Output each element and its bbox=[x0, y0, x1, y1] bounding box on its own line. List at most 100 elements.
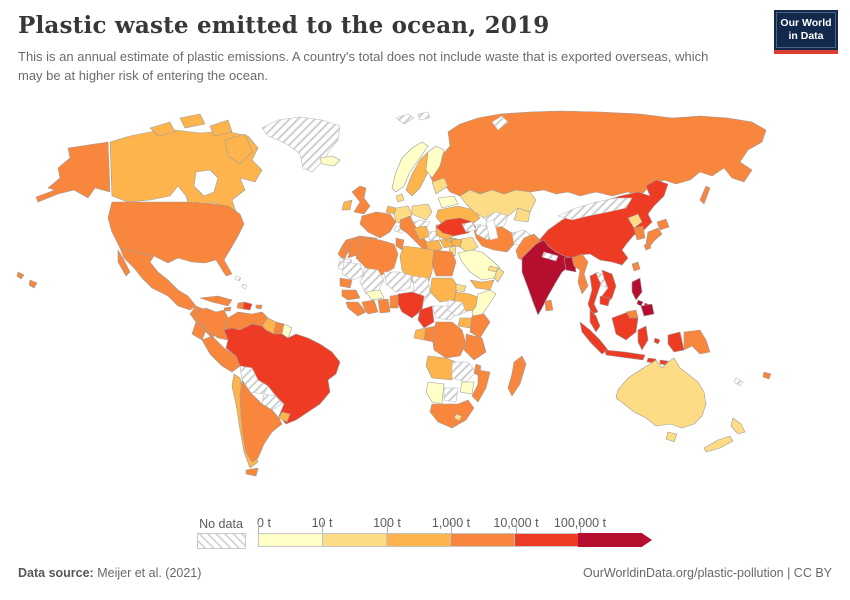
country-hokkaido[interactable] bbox=[656, 218, 670, 231]
country-mozambique[interactable] bbox=[471, 369, 491, 403]
country-france[interactable] bbox=[359, 211, 397, 239]
country-zimbabwe[interactable] bbox=[459, 381, 475, 395]
country-south-korea[interactable] bbox=[633, 225, 646, 241]
country-canada[interactable] bbox=[109, 129, 263, 213]
legend-bin-4[interactable] bbox=[450, 533, 514, 547]
country-russia[interactable] bbox=[429, 110, 767, 197]
country-finland[interactable] bbox=[425, 145, 445, 179]
country-arctic-island-1[interactable] bbox=[149, 121, 176, 137]
country-cuba[interactable] bbox=[199, 295, 233, 307]
country-novaya-zemlya[interactable] bbox=[491, 115, 509, 131]
country-cameroon[interactable] bbox=[417, 305, 435, 329]
country-yemen[interactable] bbox=[469, 279, 495, 291]
country-australia[interactable] bbox=[615, 357, 707, 429]
country-senegal[interactable] bbox=[339, 277, 353, 289]
owid-logo[interactable]: Our World in Data bbox=[774, 10, 838, 54]
country-baltics[interactable] bbox=[431, 177, 449, 195]
country-uae-qatar[interactable] bbox=[487, 265, 499, 273]
country-arctic-island-3[interactable] bbox=[209, 119, 233, 137]
country-ireland[interactable] bbox=[341, 199, 353, 211]
country-nigeria[interactable] bbox=[397, 291, 425, 319]
country-svalbard-2[interactable] bbox=[417, 111, 431, 121]
country-kyushu[interactable] bbox=[643, 242, 652, 251]
country-argentina[interactable] bbox=[239, 379, 283, 463]
country-arctic-island-2[interactable] bbox=[179, 113, 206, 129]
country-uganda[interactable] bbox=[457, 317, 473, 329]
country-papua-new-guinea[interactable] bbox=[683, 329, 711, 355]
country-burkina-faso[interactable] bbox=[365, 289, 385, 301]
owid-cc-link[interactable]: OurWorldinData.org/plastic-pollution | C… bbox=[583, 566, 832, 580]
country-new-zealand-south[interactable] bbox=[703, 435, 734, 453]
country-north-korea[interactable] bbox=[627, 213, 643, 229]
country-saudi-arabia[interactable] bbox=[457, 249, 501, 281]
country-baffin[interactable] bbox=[224, 133, 253, 165]
country-sumatra[interactable] bbox=[579, 321, 609, 355]
country-uk[interactable] bbox=[351, 185, 371, 215]
country-madagascar[interactable] bbox=[507, 355, 527, 397]
country-puerto-rico[interactable] bbox=[255, 304, 263, 310]
country-mongolia[interactable] bbox=[557, 197, 633, 221]
country-poland[interactable] bbox=[411, 203, 433, 221]
country-usa[interactable] bbox=[107, 201, 245, 277]
country-belarus[interactable] bbox=[437, 195, 459, 209]
country-honshu[interactable] bbox=[645, 227, 663, 247]
country-malay-peninsula[interactable] bbox=[589, 309, 601, 333]
country-visayas-1[interactable] bbox=[636, 299, 644, 307]
legend-bin-3[interactable] bbox=[386, 533, 450, 547]
country-fiji[interactable] bbox=[762, 371, 772, 380]
country-mauritania[interactable] bbox=[341, 261, 365, 281]
country-kazakhstan[interactable] bbox=[459, 189, 537, 219]
country-ghana[interactable] bbox=[377, 298, 391, 314]
country-sulawesi[interactable] bbox=[637, 325, 649, 351]
legend-bin-6-arrow[interactable] bbox=[578, 533, 652, 547]
country-south-africa[interactable] bbox=[429, 399, 475, 429]
country-ivory-coast[interactable] bbox=[361, 299, 379, 315]
country-sakhalin[interactable] bbox=[699, 185, 711, 205]
country-iceland[interactable] bbox=[319, 155, 341, 167]
country-new-caledonia[interactable] bbox=[733, 377, 744, 387]
country-tanzania[interactable] bbox=[463, 333, 487, 361]
country-taiwan[interactable] bbox=[631, 261, 641, 272]
country-tasmania[interactable] bbox=[665, 431, 678, 443]
country-luzon[interactable] bbox=[631, 277, 643, 301]
country-dominican-republic[interactable] bbox=[242, 301, 253, 311]
country-drc[interactable] bbox=[431, 321, 467, 359]
country-bahamas[interactable] bbox=[234, 275, 248, 290]
no-data-swatch[interactable] bbox=[197, 533, 246, 549]
country-sierra-leone-liberia[interactable] bbox=[345, 301, 367, 317]
country-caucasus[interactable] bbox=[461, 221, 477, 233]
country-kenya[interactable] bbox=[469, 313, 491, 339]
legend-bin-2[interactable] bbox=[322, 533, 386, 547]
legend-bin-1[interactable] bbox=[258, 533, 322, 547]
country-denmark[interactable] bbox=[395, 193, 405, 203]
country-namibia[interactable] bbox=[425, 381, 445, 405]
country-oman[interactable] bbox=[493, 267, 505, 283]
country-zambia[interactable] bbox=[451, 361, 477, 383]
country-new-zealand-north[interactable] bbox=[730, 417, 746, 435]
country-paraguay[interactable] bbox=[261, 393, 283, 411]
country-egypt[interactable] bbox=[431, 249, 457, 277]
country-myanmar[interactable] bbox=[571, 253, 589, 295]
country-moluccas[interactable] bbox=[653, 337, 661, 345]
country-guinea[interactable] bbox=[341, 289, 361, 301]
country-tunisia[interactable] bbox=[395, 237, 405, 251]
country-israel-jordan[interactable] bbox=[448, 245, 457, 257]
country-south-sudan[interactable] bbox=[447, 299, 467, 317]
country-hawaii[interactable] bbox=[16, 271, 38, 289]
country-mindanao[interactable] bbox=[640, 303, 655, 317]
country-kyrgyz-tajik[interactable] bbox=[513, 207, 531, 223]
country-java[interactable] bbox=[604, 349, 646, 361]
country-tierra-del-fuego[interactable] bbox=[245, 467, 259, 477]
country-botswana[interactable] bbox=[443, 387, 459, 403]
legend-bin-5[interactable] bbox=[514, 533, 578, 547]
country-svalbard-1[interactable] bbox=[395, 113, 415, 125]
country-nepal[interactable] bbox=[541, 251, 559, 262]
country-jamaica[interactable] bbox=[223, 306, 232, 312]
country-cambodia[interactable] bbox=[599, 295, 611, 307]
country-lesotho[interactable] bbox=[453, 413, 463, 422]
country-sudan[interactable] bbox=[429, 277, 459, 303]
country-papua-indonesia[interactable] bbox=[667, 331, 685, 353]
country-baja[interactable] bbox=[117, 249, 131, 277]
country-eritrea[interactable] bbox=[455, 283, 467, 293]
country-sri-lanka[interactable] bbox=[544, 299, 554, 312]
